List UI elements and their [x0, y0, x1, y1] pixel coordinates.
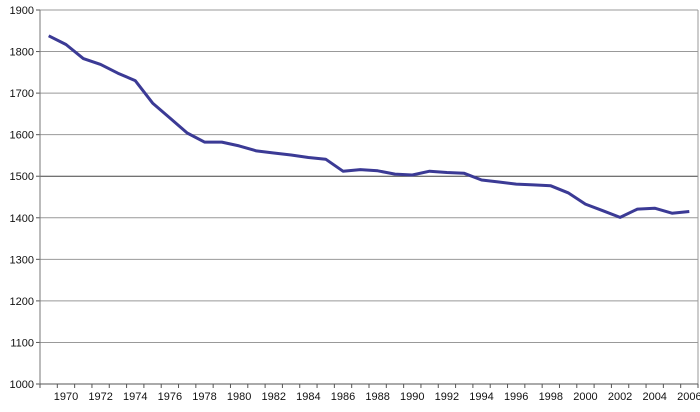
x-tick-label: 1976	[158, 391, 182, 403]
x-tick-label: 1978	[192, 391, 216, 403]
x-tick-label: 1972	[88, 391, 112, 403]
x-tick-label: 1992	[435, 391, 459, 403]
x-tick-label: 2004	[642, 391, 666, 403]
y-tick-label: 1200	[10, 296, 34, 308]
x-tick-label: 1994	[469, 391, 493, 403]
x-axis: 1970 1972 1974 1976 1978 1980 1982 1984 1986 1988…	[40, 384, 700, 403]
x-tick-label: 2002	[608, 391, 632, 403]
y-tick-label: 1400	[10, 213, 34, 225]
y-axis: 1000 1100 1200 1300 1400 1500 1600 1700 1800 1900	[10, 5, 40, 391]
x-tick-label: 1986	[331, 391, 355, 403]
y-tick-label: 1800	[10, 47, 34, 59]
y-tick-label: 1500	[10, 171, 34, 183]
y-tick-label: 1000	[10, 379, 34, 391]
y-tick-label: 1700	[10, 88, 34, 100]
series	[49, 36, 690, 218]
y-tick-label: 1600	[10, 130, 34, 142]
x-tick-label: 1988	[365, 391, 389, 403]
y-tick-label: 1100	[10, 337, 34, 349]
x-tick-label: 1980	[227, 391, 251, 403]
x-tick-label: 2006	[677, 391, 700, 403]
x-tick-label: 1970	[54, 391, 78, 403]
y-tick-label: 1300	[10, 254, 34, 266]
x-tick-label: 1998	[539, 391, 563, 403]
x-tick-label: 1982	[262, 391, 286, 403]
x-tick-label: 1990	[400, 391, 424, 403]
x-tick-label: 1984	[296, 391, 320, 403]
x-tick-label: 1974	[123, 391, 147, 403]
x-tick-label: 2000	[573, 391, 597, 403]
x-tick-label: 1996	[504, 391, 528, 403]
gridlines	[40, 10, 698, 384]
y-tick-label: 1900	[10, 5, 34, 17]
data-line	[49, 36, 690, 218]
